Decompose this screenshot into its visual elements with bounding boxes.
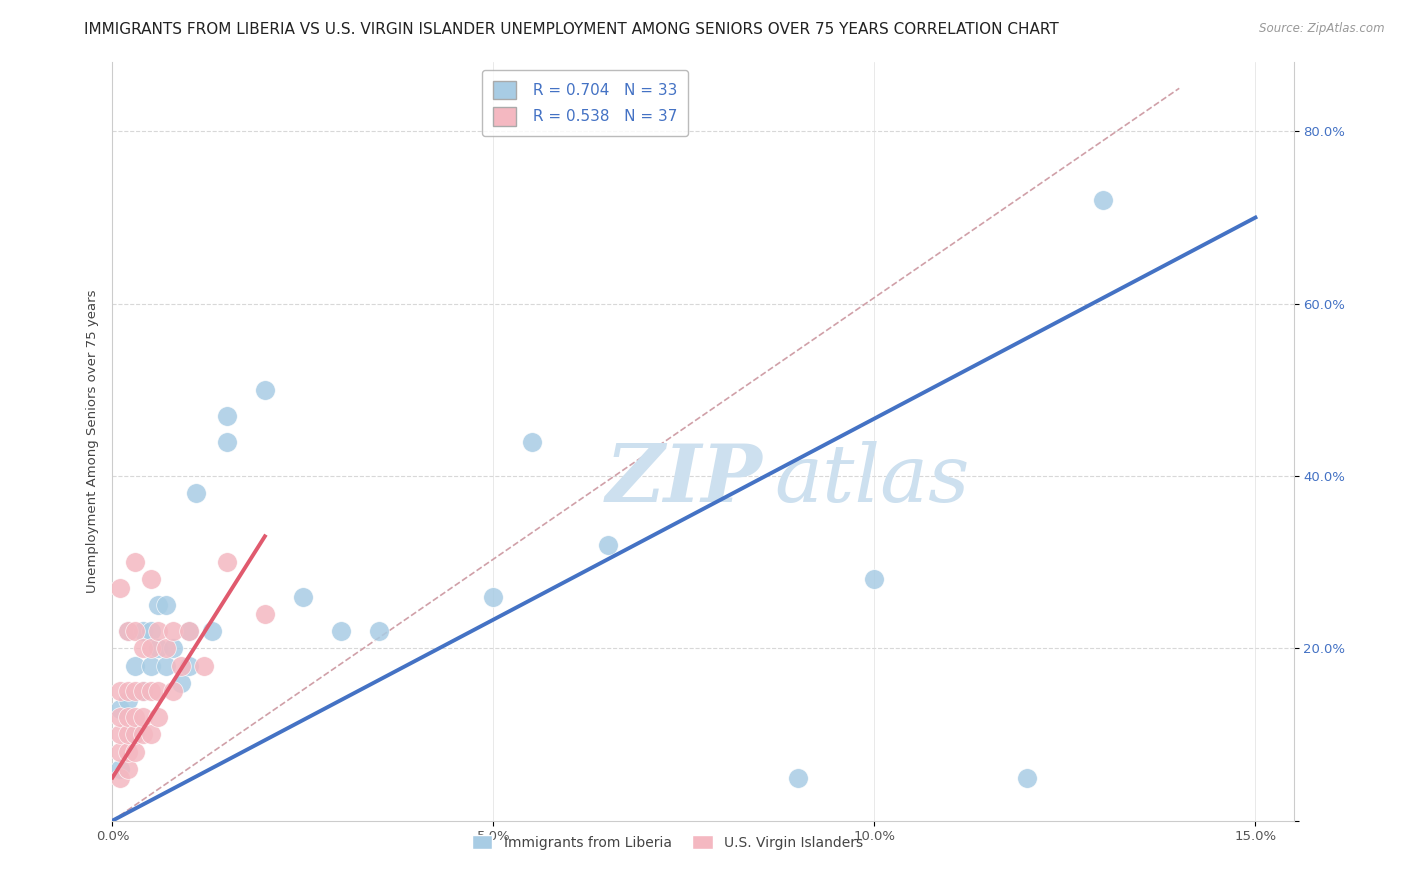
Point [1092, 194, 1115, 208]
Point [117, 762, 139, 776]
Point [139, 727, 162, 741]
Point [200, 624, 222, 639]
Point [124, 710, 146, 724]
Point [253, 383, 276, 397]
Point [148, 641, 170, 656]
Point [139, 684, 162, 698]
Point [124, 727, 146, 741]
Point [117, 727, 139, 741]
Point [124, 727, 146, 741]
Point [193, 658, 215, 673]
Point [148, 684, 170, 698]
Point [108, 745, 131, 759]
Point [170, 675, 193, 690]
Y-axis label: Unemployment Among Seniors over 75 years: Unemployment Among Seniors over 75 years [86, 290, 98, 593]
Point [368, 624, 391, 639]
Point [330, 624, 353, 639]
Point [148, 624, 170, 639]
Point [155, 641, 177, 656]
Point [155, 599, 177, 613]
Text: Source: ZipAtlas.com: Source: ZipAtlas.com [1260, 22, 1385, 36]
Point [117, 684, 139, 698]
Point [124, 624, 146, 639]
Point [162, 624, 184, 639]
Point [124, 745, 146, 759]
Point [139, 573, 162, 587]
Point [291, 590, 314, 604]
Point [177, 624, 200, 639]
Point [132, 710, 155, 724]
Point [215, 409, 238, 423]
Legend: Immigrants from Liberia, U.S. Virgin Islanders: Immigrants from Liberia, U.S. Virgin Isl… [467, 830, 869, 855]
Point [132, 727, 155, 741]
Point [108, 762, 131, 776]
Point [787, 771, 810, 785]
Point [117, 745, 139, 759]
Point [124, 658, 146, 673]
Text: ZIP: ZIP [605, 441, 762, 518]
Point [139, 624, 162, 639]
Point [132, 684, 155, 698]
Point [108, 684, 131, 698]
Point [108, 581, 131, 595]
Point [117, 624, 139, 639]
Point [520, 434, 543, 449]
Point [186, 486, 208, 500]
Point [108, 771, 131, 785]
Point [177, 624, 200, 639]
Point [132, 641, 155, 656]
Point [124, 555, 146, 569]
Point [108, 710, 131, 724]
Point [124, 684, 146, 698]
Point [108, 701, 131, 715]
Point [596, 538, 619, 552]
Point [215, 555, 238, 569]
Point [170, 658, 193, 673]
Point [132, 684, 155, 698]
Point [139, 641, 162, 656]
Point [139, 658, 162, 673]
Point [117, 710, 139, 724]
Text: IMMIGRANTS FROM LIBERIA VS U.S. VIRGIN ISLANDER UNEMPLOYMENT AMONG SENIORS OVER : IMMIGRANTS FROM LIBERIA VS U.S. VIRGIN I… [84, 22, 1059, 37]
Point [108, 727, 131, 741]
Point [482, 590, 505, 604]
Point [253, 607, 276, 621]
Point [155, 658, 177, 673]
Text: atlas: atlas [773, 441, 969, 518]
Point [215, 434, 238, 449]
Point [162, 641, 184, 656]
Point [148, 599, 170, 613]
Point [117, 693, 139, 707]
Point [162, 684, 184, 698]
Point [863, 573, 886, 587]
Point [117, 624, 139, 639]
Point [132, 624, 155, 639]
Point [148, 710, 170, 724]
Point [177, 658, 200, 673]
Point [1015, 771, 1038, 785]
